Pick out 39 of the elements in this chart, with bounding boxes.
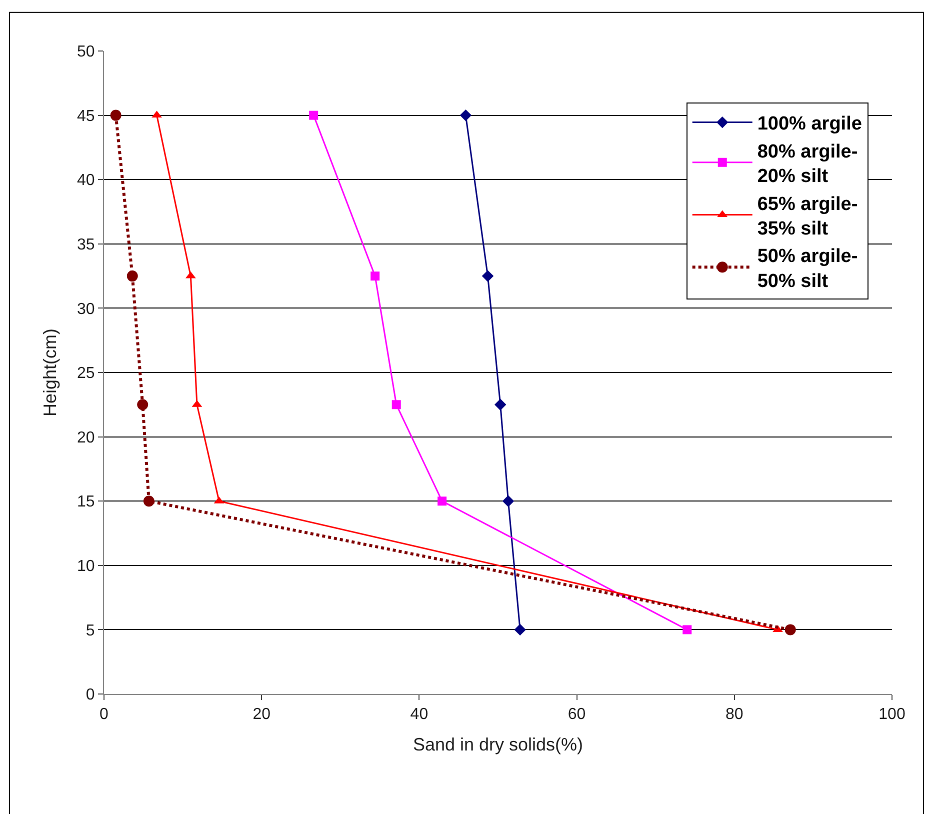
point: [392, 400, 401, 410]
y-tick-label: 30: [77, 300, 95, 318]
y-tick-label: 35: [77, 236, 95, 254]
point: [682, 625, 692, 634]
legend-label: 80% argile- 20% silt: [757, 141, 858, 188]
x-tick-label: 0: [100, 706, 109, 724]
point: [137, 399, 148, 410]
y-tick-label: 25: [77, 365, 95, 382]
point: [126, 270, 138, 282]
point: [309, 110, 318, 120]
legend-label: 50% argile- 50% silt: [757, 246, 858, 292]
x-tick-label: 80: [726, 706, 744, 724]
y-tick-label: 5: [86, 622, 95, 640]
point: [438, 496, 447, 506]
point: [502, 495, 514, 507]
point: [152, 110, 162, 118]
x-tick-label: 20: [252, 706, 271, 724]
y-tick-label: 40: [77, 172, 95, 190]
point: [460, 109, 472, 122]
point: [482, 270, 494, 282]
y-tick-label: 10: [77, 558, 95, 575]
point: [143, 496, 154, 507]
legend-label: 100% argile: [757, 114, 862, 135]
y-tick-label: 15: [77, 494, 95, 511]
x-axis-title: Sand in dry solids(%): [412, 734, 584, 754]
point: [514, 624, 526, 636]
point: [370, 272, 380, 281]
y-tick-label: 45: [77, 108, 95, 125]
y-tick-label: 0: [86, 686, 95, 704]
x-tick-label: 100: [878, 706, 906, 724]
y-axis-title: Height(cm): [40, 328, 60, 417]
y-tick-label: 50: [77, 44, 95, 61]
legend-label: 65% argile- 35% silt: [757, 194, 858, 240]
point: [110, 110, 122, 121]
x-tick-label: 40: [410, 706, 428, 724]
point: [494, 398, 506, 410]
x-tick-label: 60: [568, 706, 586, 724]
y-tick-label: 20: [77, 429, 95, 446]
point: [784, 624, 796, 636]
